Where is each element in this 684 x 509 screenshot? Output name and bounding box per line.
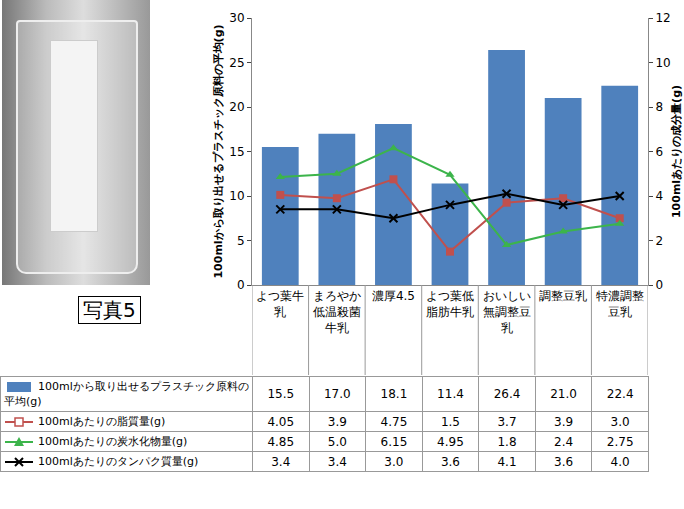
html-text:6.15: 6.15	[380, 434, 408, 449]
svg-text:25: 25	[229, 56, 244, 70]
html-text:3.6: 3.6	[554, 454, 574, 469]
html-text:1.5: 1.5	[440, 414, 460, 429]
svg-text:よつ葉牛乳: よつ葉牛乳	[256, 289, 304, 319]
svg-text:おいしい無調整豆乳: おいしい無調整豆乳	[483, 289, 531, 334]
html-text:3.9: 3.9	[327, 414, 347, 429]
html-text:4.0: 4.0	[610, 454, 630, 469]
html-text:4.95: 4.95	[437, 434, 464, 449]
svg-text:調整豆乳: 調整豆乳	[539, 289, 587, 303]
html-text:3.9: 3.9	[554, 414, 574, 429]
html-text:100mlあたりの炭水化物量(g): 100mlあたりの炭水化物量(g)	[38, 435, 188, 448]
html-text:15.5: 15.5	[267, 387, 295, 401]
html-text:21.0: 21.0	[550, 387, 577, 401]
svg-text:濃厚4.5: 濃厚4.5	[372, 289, 415, 303]
html-text:1.8: 1.8	[497, 434, 517, 449]
svg-text:100mlあたりの成分量(g): 100mlあたりの成分量(g)	[670, 85, 683, 218]
html-text:17.0: 17.0	[324, 387, 351, 401]
html-text:2.75: 2.75	[606, 434, 634, 449]
svg-text:10: 10	[655, 56, 670, 70]
svg-text:100mlから取り出せるプラスチック原料の平均(g): 100mlから取り出せるプラスチック原料の平均(g)	[212, 24, 225, 278]
html-text:3.7: 3.7	[497, 414, 517, 429]
html-text:4.1: 4.1	[497, 454, 517, 469]
html-text:3.6: 3.6	[440, 454, 460, 469]
svg-text:0: 0	[655, 278, 663, 292]
svg-text:よつ葉低脂肪牛乳: よつ葉低脂肪牛乳	[426, 289, 474, 319]
svg-text:0: 0	[237, 278, 245, 292]
html-text:22.4: 22.4	[606, 387, 634, 401]
html-text:5.0: 5.0	[327, 434, 347, 449]
html-text:11.4: 11.4	[437, 387, 464, 401]
html-text:100mlあたりのタンパク質量(g): 100mlあたりのタンパク質量(g)	[38, 455, 199, 468]
svg-text:特濃調整豆乳: 特濃調整豆乳	[596, 289, 644, 319]
html-text:写真5: 写真5	[83, 298, 136, 322]
svg-text:20: 20	[229, 100, 244, 114]
svg-text:6: 6	[655, 145, 663, 159]
svg-text:12: 12	[655, 11, 670, 25]
svg-text:2: 2	[655, 234, 663, 248]
html-text:18.1: 18.1	[380, 387, 408, 401]
html-text:4.75: 4.75	[380, 414, 408, 429]
svg-text:5: 5	[237, 234, 245, 248]
html-text:3.0: 3.0	[384, 454, 404, 469]
html-text:100mlから取り出せるプラスチック原料の平均(g): 100mlから取り出せるプラスチック原料の平均(g)	[4, 380, 249, 408]
svg-text:4: 4	[655, 189, 663, 203]
html-text:100mlあたりの脂質量(g): 100mlあたりの脂質量(g)	[38, 415, 166, 428]
html-text:26.4: 26.4	[493, 387, 521, 401]
svg-text:15: 15	[229, 145, 244, 159]
html-text:4.85: 4.85	[267, 434, 295, 449]
html-text:3.4: 3.4	[327, 454, 347, 469]
html-text:4.05: 4.05	[267, 414, 295, 429]
html-text:2.4: 2.4	[554, 434, 574, 449]
svg-text:まろやか低温殺菌牛乳: まろやか低温殺菌牛乳	[313, 289, 361, 334]
html-text:3.0: 3.0	[610, 414, 630, 429]
svg-text:10: 10	[229, 189, 244, 203]
svg-text:30: 30	[229, 11, 244, 25]
svg-text:8: 8	[655, 100, 663, 114]
html-text:3.4: 3.4	[271, 454, 291, 469]
